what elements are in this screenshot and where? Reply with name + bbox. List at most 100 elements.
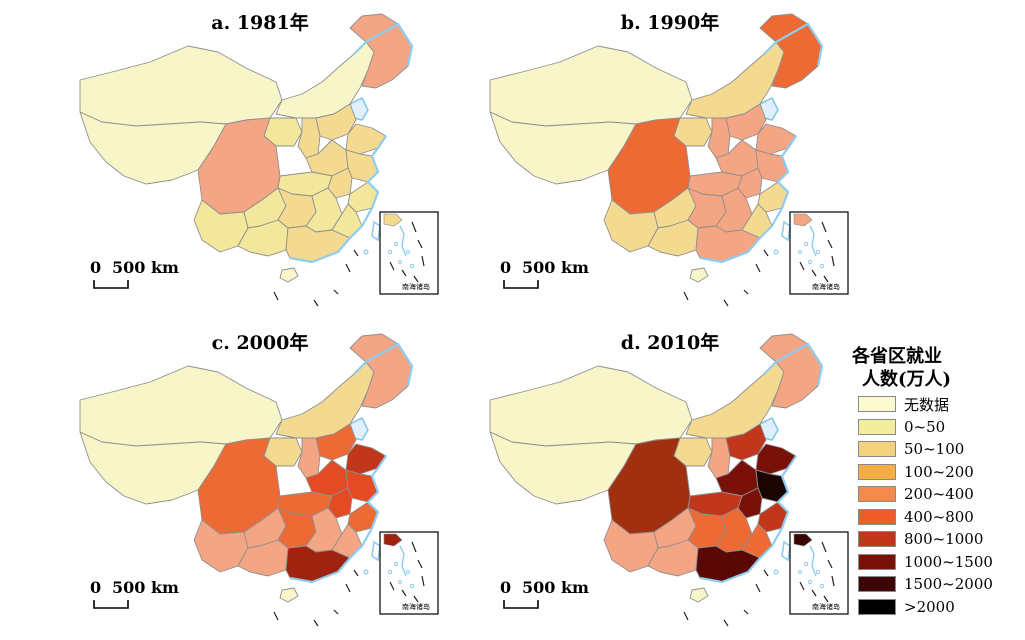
legend-swatch <box>858 531 896 548</box>
inset-label: 南海诸岛 <box>812 283 840 291</box>
island <box>363 249 369 255</box>
scale-bar-zero: 0 <box>90 258 102 277</box>
legend-label: 200~400 <box>904 485 974 504</box>
inset-dash <box>401 269 407 277</box>
legend-item: 100~200 <box>858 461 1022 484</box>
province-hebei <box>315 103 357 141</box>
island <box>363 569 369 575</box>
inset-island <box>807 259 813 265</box>
sea-dash <box>763 249 769 257</box>
legend-label: 50~100 <box>904 440 965 459</box>
legend-item: 800~1000 <box>858 528 1022 551</box>
inset-island <box>797 249 803 255</box>
inset-land <box>793 213 813 227</box>
legend-swatch <box>858 418 896 435</box>
panel-title-c: c. 2000年 <box>211 332 309 354</box>
coastline <box>289 342 414 584</box>
sea-dash <box>345 583 351 593</box>
map-c <box>79 333 439 627</box>
legend-swatch <box>858 576 896 593</box>
scale-bar-label: 500 km <box>522 578 589 597</box>
province-shandong <box>345 123 387 155</box>
inset-dash <box>811 269 817 277</box>
province-nw <box>79 45 283 127</box>
legend-label: >2000 <box>904 597 955 616</box>
inset-label: 南海诸岛 <box>812 603 840 611</box>
legend-label: 无数据 <box>904 395 950 414</box>
province-nw <box>79 365 283 447</box>
sea-dash <box>333 609 339 615</box>
province-hainan <box>279 587 299 603</box>
sea-dash <box>755 263 761 273</box>
sea-dash <box>353 249 359 257</box>
sea-dash <box>763 569 769 577</box>
map-b <box>489 13 849 307</box>
province-hebei <box>315 423 357 461</box>
inset-dash <box>389 261 395 271</box>
legend-item: 1500~2000 <box>858 573 1022 596</box>
inset-island <box>393 561 399 567</box>
legend-item: 1000~1500 <box>858 551 1022 574</box>
panel-title-d: d. 2010年 <box>620 332 720 354</box>
sea-dash <box>743 289 749 295</box>
legend-label: 1500~2000 <box>904 575 993 594</box>
province-shandong <box>755 123 797 155</box>
scale-bar <box>503 280 539 289</box>
sea-dash <box>345 263 351 273</box>
inset-dash <box>417 559 423 569</box>
legend-item: 无数据 <box>858 393 1022 416</box>
inset-island <box>387 249 393 255</box>
panel-title-b: b. 1990年 <box>620 12 720 34</box>
inset-island <box>807 579 813 585</box>
taiwan-outline <box>781 220 791 242</box>
inset-label: 南海诸岛 <box>402 283 430 291</box>
inset-island <box>387 569 393 575</box>
inset-island <box>409 263 415 269</box>
scale-bar-label: 500 km <box>112 578 179 597</box>
inset-island <box>397 579 403 585</box>
sea-dash <box>755 583 761 593</box>
province-hainan <box>689 267 709 283</box>
legend-swatch <box>858 508 896 525</box>
inset-land <box>383 213 403 227</box>
inset-island <box>803 561 809 567</box>
legend-swatch <box>858 441 896 458</box>
inset-dash <box>389 581 395 591</box>
island <box>773 249 779 255</box>
inset-island <box>409 583 415 589</box>
taiwan-outline <box>781 540 791 562</box>
province-shandong <box>345 443 387 475</box>
legend-swatch <box>858 463 896 480</box>
inset-dash <box>417 239 423 249</box>
map-panel-d: d. 2010年 0 500 km 南海诸岛 <box>460 320 860 627</box>
inset-island <box>819 263 825 269</box>
coastline <box>699 342 824 584</box>
coastline <box>699 22 824 264</box>
inset-dash <box>827 559 833 569</box>
inset-island <box>819 583 825 589</box>
sea-dash <box>723 619 729 627</box>
province-shanxi <box>297 437 321 479</box>
legend-label: 100~200 <box>904 462 974 481</box>
island <box>773 569 779 575</box>
legend-swatch <box>858 396 896 413</box>
legend-item: >2000 <box>858 596 1022 619</box>
province-shandong <box>755 443 797 475</box>
map-a <box>79 13 439 307</box>
scale-bar-zero: 0 <box>500 578 512 597</box>
inset-dash <box>827 239 833 249</box>
legend-swatch <box>858 553 896 570</box>
sea-dash <box>333 289 339 295</box>
scale-bar <box>503 600 539 609</box>
inset-box <box>789 211 849 295</box>
scale-bar-label: 500 km <box>112 258 179 277</box>
legend-title-line2: 人数(万人) <box>862 369 952 390</box>
inset-dash <box>821 541 827 553</box>
map-panel-c: c. 2000年 0 500 km 南海诸岛 <box>50 320 450 627</box>
inset-dash <box>421 575 425 587</box>
legend-item: 400~800 <box>858 506 1022 529</box>
legend-swatch <box>858 486 896 503</box>
sea-dash <box>273 291 279 301</box>
legend-title: 各省区就业 人数(万人) <box>852 345 1022 391</box>
legend-label: 0~50 <box>904 417 946 436</box>
